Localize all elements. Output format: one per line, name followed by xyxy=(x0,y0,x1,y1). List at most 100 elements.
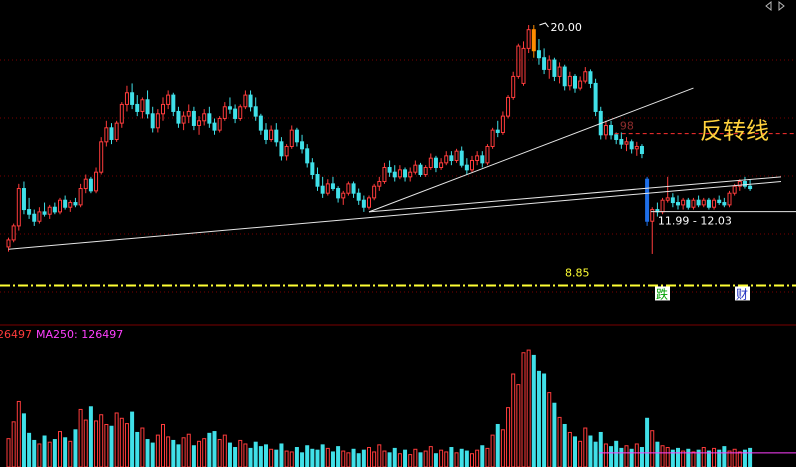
candle-body xyxy=(253,106,258,117)
candle-body xyxy=(161,103,165,115)
candle-body xyxy=(712,199,717,208)
faded-marker-label: 98 xyxy=(620,120,634,133)
trendline-long-support[interactable] xyxy=(8,181,782,250)
candle-body xyxy=(423,167,428,176)
price-panel[interactable] xyxy=(0,25,796,293)
volume-bar xyxy=(161,423,165,467)
candle-body xyxy=(243,94,248,108)
candle xyxy=(32,209,37,226)
volume-bar xyxy=(403,449,408,467)
candle-body xyxy=(300,141,305,150)
candle xyxy=(701,197,706,208)
volume-bar xyxy=(686,448,691,467)
volume-bar xyxy=(176,444,181,467)
candle-body xyxy=(536,50,541,59)
candle xyxy=(294,127,299,147)
candle xyxy=(253,97,258,121)
candle-body xyxy=(578,80,583,89)
candle xyxy=(166,90,171,110)
candle xyxy=(573,74,577,93)
trendline-lower-reversal[interactable] xyxy=(368,176,782,213)
candle-body xyxy=(552,59,557,77)
candle-body xyxy=(490,129,495,147)
nav-right-icon[interactable] xyxy=(778,0,785,12)
candle-body xyxy=(506,96,511,117)
candle-body xyxy=(191,110,196,126)
candle-body xyxy=(686,199,691,208)
candle-body xyxy=(454,150,459,162)
volume-bar xyxy=(681,450,686,467)
candle-body xyxy=(320,185,325,194)
candle-body xyxy=(459,150,464,166)
candle-body xyxy=(609,124,614,136)
candle xyxy=(629,139,634,154)
volume-bar xyxy=(32,439,37,467)
candle xyxy=(670,193,675,208)
candle-body xyxy=(717,199,722,204)
volume-bar xyxy=(346,452,351,467)
candle-body xyxy=(130,92,135,105)
candle-body xyxy=(269,129,274,140)
candle xyxy=(42,202,47,217)
candle-body xyxy=(289,129,294,147)
candle-body xyxy=(346,183,351,194)
event-tag-2[interactable]: 财 xyxy=(735,286,750,301)
volume-bar xyxy=(145,439,150,467)
volume-bar xyxy=(258,446,263,467)
trendline-short-support[interactable] xyxy=(368,87,694,213)
volume-bar xyxy=(526,349,531,467)
candle xyxy=(114,120,119,142)
volume-bar xyxy=(233,447,238,467)
candle xyxy=(634,141,639,156)
candle-body xyxy=(155,113,160,129)
volume-bar xyxy=(634,443,639,467)
volume-bar xyxy=(294,447,299,467)
candle xyxy=(562,64,567,91)
volume-bar xyxy=(68,440,73,467)
candle-body xyxy=(547,59,552,70)
candle xyxy=(686,197,691,210)
volume-bar xyxy=(88,406,93,467)
candle-body xyxy=(37,211,42,222)
candle xyxy=(567,71,572,91)
volume-bar xyxy=(593,441,598,467)
candle-body xyxy=(691,199,696,208)
volume-bar xyxy=(248,447,253,467)
volume-bar xyxy=(284,450,289,467)
candle xyxy=(78,183,83,208)
peak-pointer xyxy=(539,22,549,28)
volume-bar xyxy=(722,446,727,467)
volume-bar xyxy=(614,440,619,467)
candle xyxy=(21,181,26,215)
volume-bar xyxy=(454,452,459,467)
nav-left-icon[interactable] xyxy=(765,0,772,12)
candle xyxy=(408,167,413,182)
candle xyxy=(521,41,526,86)
volume-bar xyxy=(547,392,552,467)
candle xyxy=(52,202,57,215)
volume-bar xyxy=(444,451,449,467)
volume-bar xyxy=(588,435,593,467)
candle xyxy=(130,83,135,110)
candle-body xyxy=(742,181,747,187)
candle xyxy=(423,165,428,177)
candle xyxy=(99,137,104,175)
volume-bar xyxy=(325,447,330,467)
volume-bar xyxy=(58,431,62,467)
candle xyxy=(264,123,268,145)
candle xyxy=(202,109,207,126)
event-tag-1[interactable]: 跌 xyxy=(655,286,670,301)
candle xyxy=(248,90,253,112)
candle xyxy=(547,55,552,79)
volume-bar xyxy=(706,450,711,467)
candle xyxy=(475,151,480,166)
candle xyxy=(403,167,408,182)
candle-body xyxy=(722,202,727,206)
candle-body xyxy=(78,188,83,206)
candle xyxy=(150,106,155,133)
candle xyxy=(392,165,397,182)
candle xyxy=(361,195,366,212)
candle xyxy=(526,25,531,54)
volume-bar xyxy=(660,445,665,467)
